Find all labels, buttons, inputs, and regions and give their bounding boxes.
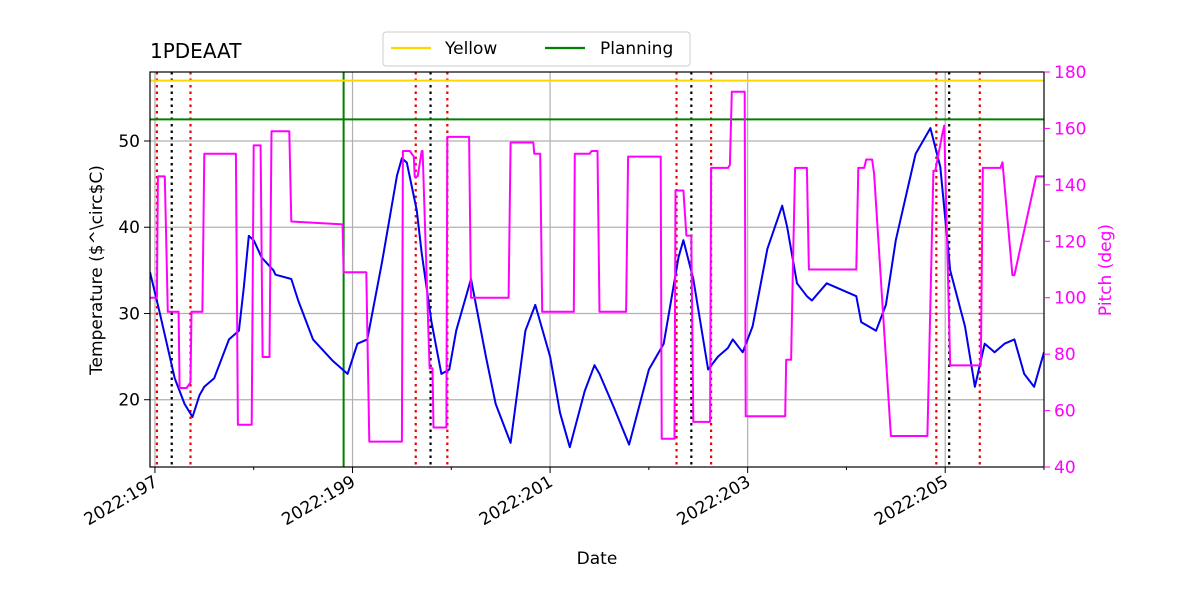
plot-frame (149, 71, 1045, 468)
y-tick-label: 20 (118, 391, 140, 411)
x-tick-label: 2022:201 (476, 472, 557, 530)
y2-tick-label: 80 (1054, 345, 1076, 365)
legend-box (382, 31, 691, 67)
y-tick-label: 50 (118, 132, 140, 152)
y2-tick-label: 140 (1054, 176, 1086, 196)
y2-tick-label: 100 (1054, 289, 1086, 309)
y2-tick-label: 160 (1054, 119, 1086, 139)
legend: Yellow Planning (382, 31, 691, 67)
y2-axis-label: Pitch (deg) (1096, 224, 1116, 316)
y2-tick-label: 180 (1054, 63, 1086, 83)
y-tick-label: 40 (118, 218, 140, 238)
x-tick-label: 2022:197 (81, 472, 162, 530)
legend-label-yellow: Yellow (444, 39, 497, 59)
x-tick-label: 2022:203 (674, 472, 755, 530)
y2-tick-label: 40 (1054, 458, 1076, 478)
series-line-pitch (150, 90, 1044, 443)
x-axis-label: Date (577, 549, 618, 569)
y2-tick-label: 60 (1054, 402, 1076, 422)
axes: 2022:197 2022:199 2022:201 2022:203 2022:205… (81, 63, 1087, 530)
series (150, 90, 1044, 449)
y2-tick-label: 120 (1054, 232, 1086, 252)
y-tick-label: 30 (118, 304, 140, 324)
legend-label-planning: Planning (600, 39, 673, 59)
chart-title: 1PDEAAT (150, 39, 242, 63)
grid (150, 72, 1044, 467)
x-tick-label: 2022:199 (278, 472, 359, 530)
y-axis-label: Temperature ($^\circ$C) (87, 165, 107, 376)
limit-lines (150, 79, 1044, 121)
series-line-temperature (150, 127, 1044, 449)
x-tick-label: 2022:205 (871, 472, 952, 530)
